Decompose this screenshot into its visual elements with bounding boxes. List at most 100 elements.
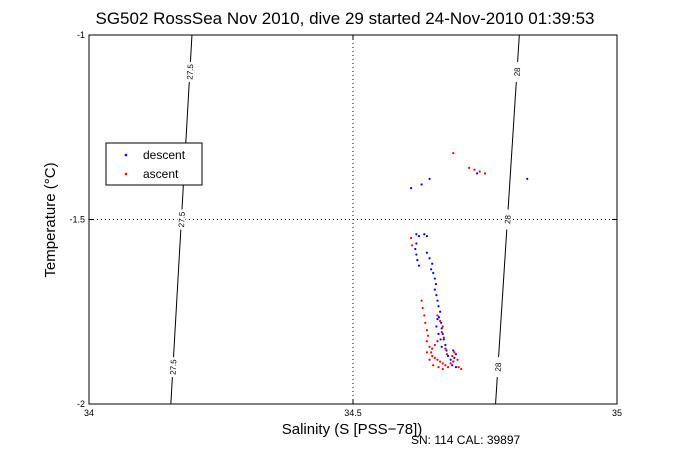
contour-label: 28 bbox=[494, 362, 504, 372]
data-point-descent bbox=[439, 338, 442, 341]
contour-label: 28 bbox=[513, 67, 523, 77]
data-point-descent bbox=[445, 349, 448, 352]
data-point-descent bbox=[415, 242, 418, 245]
data-point-descent bbox=[435, 294, 438, 297]
contour-label-bg bbox=[185, 61, 195, 83]
data-point-descent bbox=[440, 321, 443, 324]
data-point-descent bbox=[432, 271, 435, 275]
data-point-descent bbox=[428, 177, 431, 181]
data-point-descent bbox=[420, 183, 423, 186]
data-point-descent bbox=[475, 172, 479, 175]
data-point-ascent bbox=[441, 362, 444, 365]
data-point-ascent bbox=[436, 340, 439, 343]
x-axis-label: Salinity (S [PSS−78]) bbox=[282, 421, 422, 438]
data-point-ascent bbox=[424, 321, 427, 324]
data-point-descent bbox=[454, 353, 458, 356]
data-point-descent bbox=[433, 288, 436, 291]
data-point-ascent bbox=[440, 330, 443, 334]
data-point-ascent bbox=[411, 244, 414, 247]
data-point-ascent bbox=[444, 347, 447, 350]
points-layer bbox=[409, 151, 529, 371]
data-point-ascent bbox=[478, 170, 481, 173]
data-point-descent bbox=[414, 247, 417, 251]
data-point-ascent bbox=[442, 336, 445, 339]
data-point-descent bbox=[454, 366, 458, 369]
data-point-descent bbox=[452, 349, 455, 352]
data-point-ascent bbox=[428, 345, 431, 348]
data-point-ascent bbox=[439, 360, 442, 363]
data-point-descent bbox=[442, 338, 445, 341]
x-tick-label: 34 bbox=[84, 408, 94, 418]
data-point-descent bbox=[430, 268, 433, 271]
data-point-ascent bbox=[436, 314, 439, 317]
data-point-ascent bbox=[433, 343, 436, 347]
y-tick-label: -2 bbox=[77, 399, 85, 409]
data-point-descent bbox=[415, 253, 418, 256]
data-point-ascent bbox=[431, 354, 434, 358]
data-point-ascent bbox=[432, 364, 435, 367]
data-point-descent bbox=[425, 251, 429, 254]
data-point-ascent bbox=[460, 367, 463, 371]
legend-marker-ascent bbox=[124, 172, 128, 176]
data-point-descent bbox=[451, 364, 454, 367]
data-point-ascent bbox=[425, 351, 429, 354]
data-point-ascent bbox=[428, 358, 431, 361]
y-tick-label: -1.5 bbox=[69, 215, 85, 225]
data-point-ascent bbox=[445, 353, 449, 356]
data-point-ascent bbox=[449, 362, 452, 365]
contour-label: 27.5 bbox=[177, 211, 187, 228]
data-point-descent bbox=[444, 343, 447, 347]
data-point-descent bbox=[428, 257, 431, 260]
chart-title: SG502 RossSea Nov 2010, dive 29 started … bbox=[96, 9, 595, 28]
data-point-descent bbox=[409, 187, 413, 190]
data-point-descent bbox=[437, 316, 441, 319]
data-point-descent bbox=[417, 264, 421, 267]
legend-label-descent: descent bbox=[143, 148, 186, 162]
data-point-ascent bbox=[425, 329, 429, 332]
legend-marker-descent bbox=[124, 153, 128, 157]
data-point-descent bbox=[446, 354, 450, 358]
data-point-ascent bbox=[468, 166, 471, 169]
legend-label-ascent: ascent bbox=[143, 167, 179, 181]
data-point-descent bbox=[425, 235, 429, 238]
contour-label-bg bbox=[176, 209, 186, 230]
legend: descent ascent bbox=[105, 142, 203, 186]
footnote: SN: 114 CAL: 39897 bbox=[411, 433, 521, 447]
x-tick-label: 34.5 bbox=[344, 408, 362, 418]
data-point-descent bbox=[440, 327, 443, 330]
data-point-descent bbox=[436, 299, 439, 302]
contour-label-bg bbox=[512, 61, 522, 83]
data-point-ascent bbox=[423, 314, 426, 317]
y-axis-label: Temperature (°C) bbox=[42, 162, 59, 277]
data-point-descent bbox=[449, 358, 452, 361]
data-point-descent bbox=[439, 310, 442, 313]
contour-label: 28 bbox=[503, 214, 513, 224]
data-point-descent bbox=[433, 277, 436, 280]
data-point-descent bbox=[441, 332, 444, 335]
data-point-ascent bbox=[457, 366, 460, 369]
data-point-descent bbox=[526, 177, 529, 181]
data-point-descent bbox=[434, 282, 437, 286]
data-point-ascent bbox=[483, 172, 487, 175]
data-point-descent bbox=[435, 325, 438, 328]
data-point-ascent bbox=[425, 340, 429, 343]
data-point-descent bbox=[423, 233, 426, 236]
data-point-ascent bbox=[444, 364, 447, 367]
data-point-ascent bbox=[430, 351, 433, 354]
contour-label-bg bbox=[502, 209, 513, 230]
data-point-descent bbox=[453, 356, 456, 359]
data-point-ascent bbox=[456, 358, 459, 361]
data-point-ascent bbox=[441, 325, 444, 328]
contour-label-bg bbox=[493, 356, 503, 378]
contour-label: 27.5 bbox=[185, 63, 195, 80]
legend-box bbox=[105, 142, 203, 186]
data-point-descent bbox=[436, 318, 439, 321]
data-point-descent bbox=[415, 233, 418, 236]
data-point-ascent bbox=[452, 151, 455, 155]
data-point-descent bbox=[431, 262, 434, 265]
grid-layer bbox=[89, 35, 617, 404]
y-tick-label: -1 bbox=[77, 30, 85, 40]
x-tick-label: 35 bbox=[612, 408, 622, 418]
data-point-ascent bbox=[409, 236, 413, 240]
data-point-ascent bbox=[441, 367, 444, 371]
